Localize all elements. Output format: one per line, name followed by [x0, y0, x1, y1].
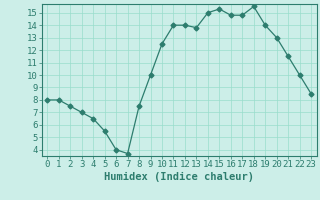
X-axis label: Humidex (Indice chaleur): Humidex (Indice chaleur) [104, 172, 254, 182]
